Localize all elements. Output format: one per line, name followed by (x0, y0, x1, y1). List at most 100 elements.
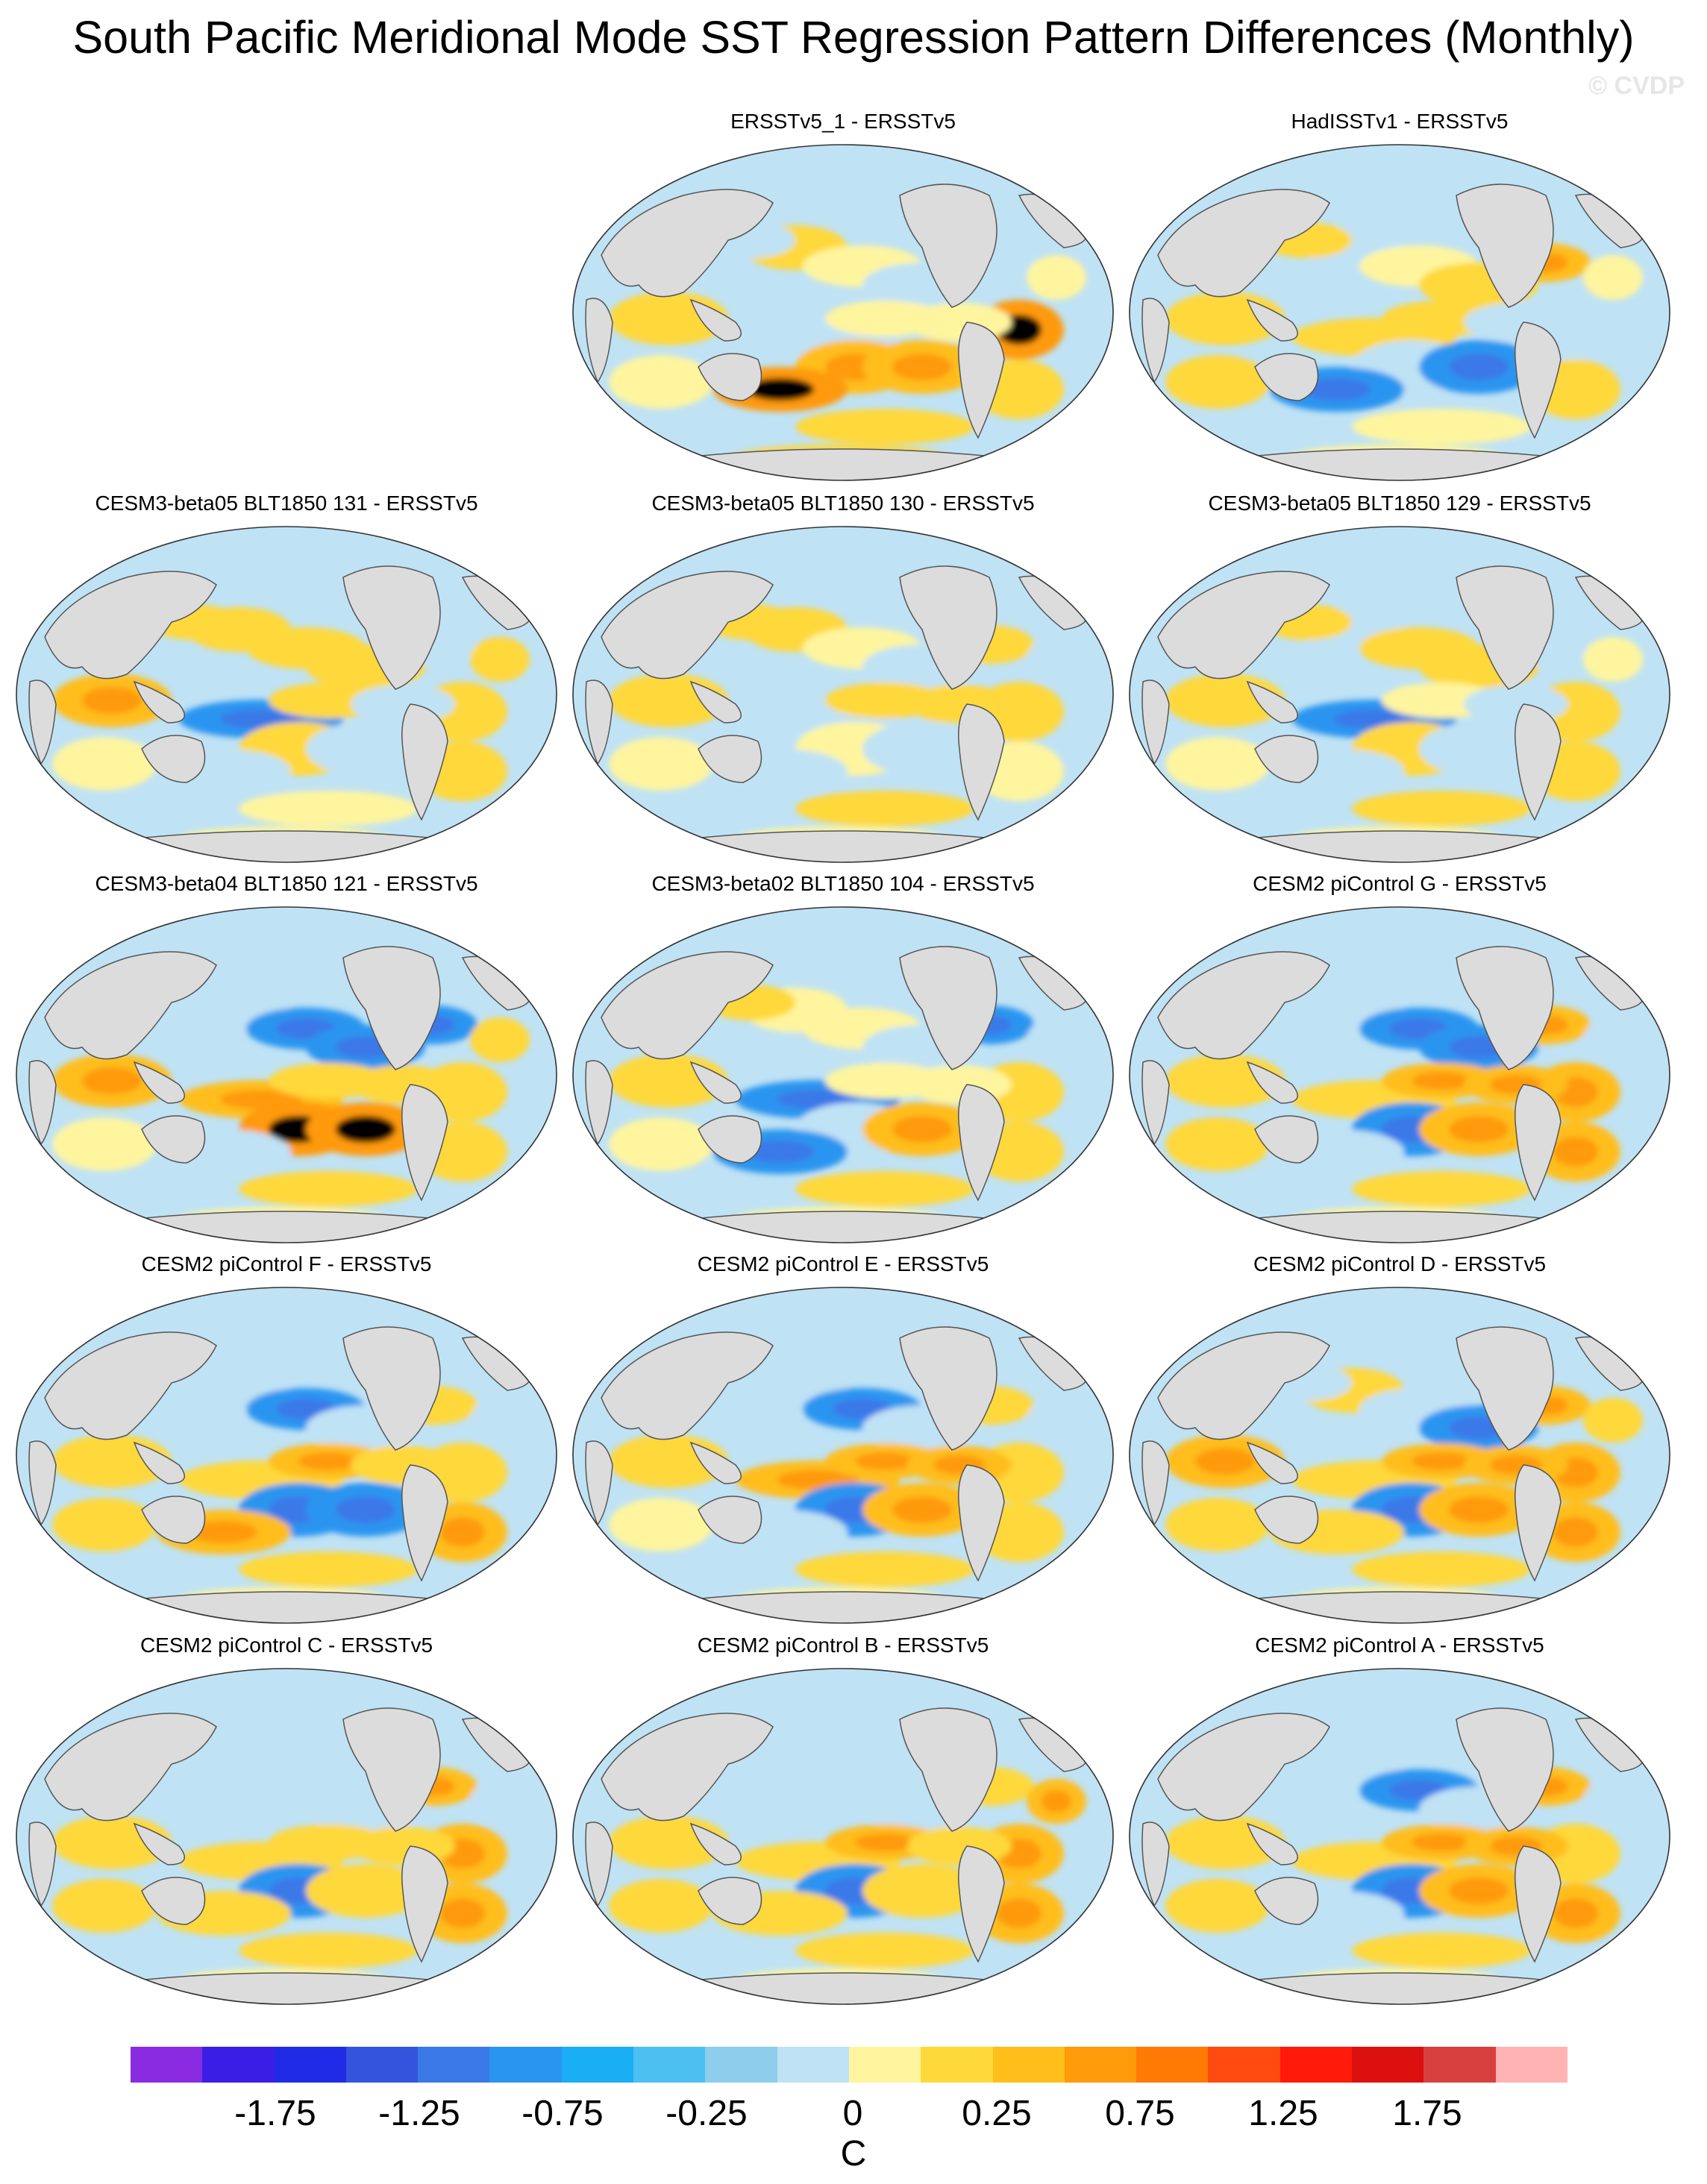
land-mass (133, 1822, 186, 1866)
sst-anomaly-region (795, 1933, 974, 1968)
map-border (572, 526, 1114, 863)
sst-anomaly-core (82, 687, 142, 714)
sst-anomaly-region (907, 303, 1012, 342)
panel-title: CESM2 piControl E - ERSSTv5 (697, 1252, 989, 1275)
land-mass (1217, 830, 1584, 862)
land-mass (1157, 951, 1330, 1060)
map-border (572, 1287, 1114, 1624)
land-mass (1456, 1707, 1554, 1832)
colorbar-tick-label: 1.75 (1392, 2094, 1462, 2133)
land-mass (958, 321, 1005, 439)
sst-anomaly-core (190, 1521, 257, 1543)
land-mass (1254, 1115, 1319, 1164)
map-panel: HadISSTv1 - ERSSTv5 (1124, 108, 1676, 485)
sst-anomaly-region (1583, 1398, 1643, 1443)
sst-anomaly-region (239, 1171, 418, 1207)
land-mass (342, 1326, 441, 1451)
colorbar-tick-label: 0 (842, 2094, 863, 2133)
sst-anomaly-core (855, 1833, 915, 1851)
sst-anomaly-core (1553, 1898, 1598, 1928)
sst-anomaly-core (1412, 1833, 1471, 1851)
land-mass (660, 830, 1027, 862)
sst-anomaly-region (1352, 791, 1531, 826)
land-mass (660, 1591, 1027, 1623)
panel-title: CESM2 piControl F - ERSSTv5 (141, 1252, 432, 1275)
sst-anomaly-region (1027, 1398, 1086, 1443)
land-mass (1246, 1061, 1299, 1104)
sst-anomaly-region (609, 355, 713, 409)
sst-anomaly-region (239, 1933, 418, 1968)
map-border (572, 144, 1114, 481)
colorbar-box (1136, 2047, 1209, 2083)
land-mass (601, 951, 774, 1060)
colorbar-box (131, 2047, 203, 2083)
sst-anomaly-region (470, 1017, 530, 1062)
map-border (16, 526, 557, 863)
land-mass (1217, 1591, 1584, 1623)
land-mass (689, 1822, 742, 1866)
sst-anomaly-region (351, 1446, 455, 1484)
land-mass (1254, 1496, 1319, 1544)
panel-title: CESM3-beta05 BLT1850 130 - ERSSTv5 (651, 492, 1035, 515)
map-panel: CESM2 piControl C - ERSSTv5 (10, 1632, 563, 2009)
land-mass (899, 183, 997, 308)
sst-anomaly-core (1449, 1877, 1509, 1904)
sst-anomaly-core (1195, 1448, 1255, 1475)
sst-anomaly-region (306, 722, 425, 776)
land-mass (401, 1084, 448, 1202)
land-mass (401, 1464, 448, 1582)
figure-title: South Pacific Meridional Mode SST Regres… (72, 12, 1635, 63)
land-mass (1217, 1972, 1584, 2004)
land-mass (104, 1972, 471, 2004)
land-mass (958, 1845, 1005, 1963)
world-map (1129, 1668, 1670, 2005)
land-mass (1157, 571, 1330, 680)
sst-anomaly-core (336, 1496, 395, 1523)
land-mass (1456, 1326, 1554, 1451)
map-panel: CESM3-beta05 BLT1850 131 - ERSSTv5 (10, 490, 563, 867)
sst-anomaly-region (1583, 1779, 1643, 1824)
sst-anomaly-region (1352, 1551, 1531, 1587)
sst-anomaly-region (52, 1117, 157, 1171)
land-mass (1254, 353, 1319, 401)
sst-anomaly-region (351, 685, 455, 724)
land-mass (28, 1821, 57, 1907)
sst-anomaly-region (239, 1551, 418, 1587)
land-mass (44, 1713, 217, 1821)
sst-anomaly-region (1027, 255, 1086, 300)
land-mass (698, 1877, 762, 1925)
colorbar-box (202, 2047, 275, 2083)
land-mass (141, 1115, 206, 1164)
panel-title: CESM3-beta05 BLT1850 131 - ERSSTv5 (95, 492, 478, 515)
sst-anomaly-region (907, 685, 1012, 724)
map-border (1129, 144, 1670, 481)
land-mass (899, 946, 997, 1070)
land-mass (698, 1496, 762, 1544)
colorbar-tick-label: 0.75 (1105, 2094, 1175, 2133)
land-mass (601, 189, 774, 298)
land-mass (660, 448, 1027, 480)
land-mass (28, 680, 57, 765)
land-mass (1515, 703, 1562, 821)
sst-anomaly-region (52, 1879, 157, 1933)
sst-anomaly-core (440, 1898, 485, 1928)
land-mass (1141, 1821, 1170, 1907)
sst-anomaly-region (470, 1398, 530, 1443)
land-mass (1515, 1084, 1562, 1202)
land-mass (44, 951, 217, 1060)
map-panel: ERSSTv5_1 - ERSSTv5 (567, 108, 1119, 485)
sst-anomaly-region (795, 791, 974, 826)
map-panel: CESM3-beta02 BLT1850 104 - ERSSTv5 (567, 870, 1119, 1247)
world-map (572, 526, 1114, 863)
land-mass (342, 1707, 441, 1832)
panel-title: CESM2 piControl G - ERSSTv5 (1253, 872, 1547, 895)
map-border (1129, 906, 1670, 1243)
panel-title: CESM3-beta02 BLT1850 104 - ERSSTv5 (651, 872, 1035, 895)
world-map (16, 906, 557, 1243)
sst-anomaly-region (862, 1864, 982, 1918)
world-map (572, 1668, 1114, 2005)
colorbar-tick-label: -1.75 (234, 2094, 316, 2133)
land-mass (958, 1084, 1005, 1202)
sst-anomaly-region (1464, 303, 1568, 342)
land-mass (104, 830, 471, 862)
